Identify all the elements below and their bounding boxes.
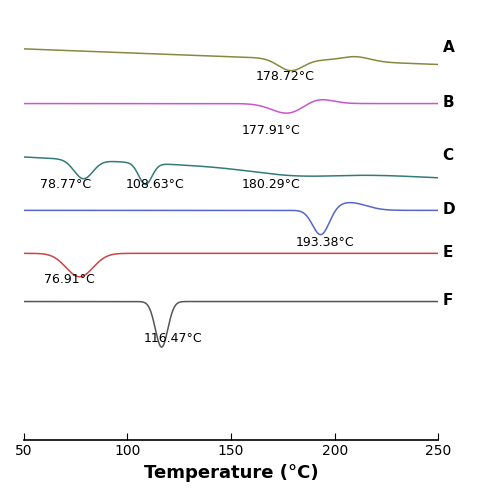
Text: E: E — [442, 245, 453, 259]
Text: 177.91°C: 177.91°C — [242, 124, 300, 137]
Text: B: B — [442, 95, 454, 110]
X-axis label: Temperature (°C): Temperature (°C) — [144, 464, 318, 482]
Text: 78.77°C: 78.77°C — [40, 178, 92, 191]
Text: 76.91°C: 76.91°C — [44, 273, 95, 286]
Text: A: A — [442, 40, 454, 55]
Text: 180.29°C: 180.29°C — [242, 178, 300, 191]
Text: C: C — [442, 148, 454, 163]
Text: 108.63°C: 108.63°C — [126, 178, 184, 191]
Text: D: D — [442, 202, 456, 217]
Text: 178.72°C: 178.72°C — [256, 70, 315, 83]
Text: 116.47°C: 116.47°C — [144, 332, 203, 345]
Text: F: F — [442, 293, 453, 308]
Text: 193.38°C: 193.38°C — [296, 236, 354, 248]
